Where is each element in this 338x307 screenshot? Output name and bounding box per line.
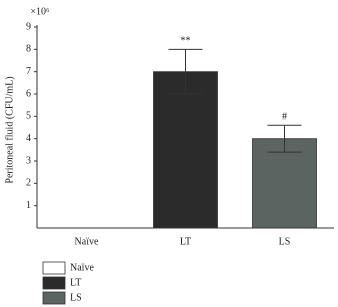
y-tick-label: 5 bbox=[26, 111, 31, 122]
legend-swatch bbox=[42, 291, 66, 305]
y-tick-label: 8 bbox=[26, 44, 31, 55]
legend-swatch bbox=[42, 276, 66, 290]
x-tick-label: LT bbox=[180, 236, 191, 247]
error-bar bbox=[267, 124, 302, 153]
legend-label: LT bbox=[70, 277, 81, 288]
annotation: # bbox=[282, 112, 287, 123]
y-tick-label: 6 bbox=[26, 88, 31, 99]
y-multiplier: ×10⁶ bbox=[30, 6, 50, 17]
bar bbox=[252, 138, 317, 229]
error-bar bbox=[168, 48, 203, 95]
y-axis-label: Peritoneal fluid (CFU/mL) bbox=[4, 76, 15, 183]
y-tick-label: 4 bbox=[26, 133, 31, 144]
legend-label: LS bbox=[70, 292, 82, 303]
legend-swatch bbox=[42, 261, 66, 275]
y-tick-label: 2 bbox=[26, 178, 31, 189]
x-tick-label: Naïve bbox=[75, 236, 99, 247]
y-tick-label: 3 bbox=[26, 155, 31, 166]
y-tick-label: 1 bbox=[26, 200, 31, 211]
x-tick-label: LS bbox=[279, 236, 291, 247]
legend-label: Naïve bbox=[70, 262, 94, 273]
y-tick-label: 7 bbox=[26, 66, 31, 77]
y-tick-label: 9 bbox=[26, 21, 31, 32]
annotation: ** bbox=[181, 36, 191, 47]
bar bbox=[153, 71, 218, 229]
